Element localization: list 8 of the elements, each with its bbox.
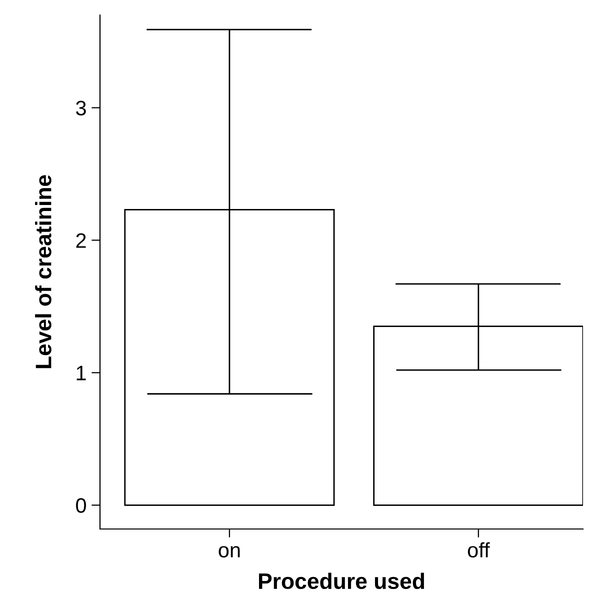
y-axis-title: Level of creatinine	[35, 175, 52, 368]
y-tick-label: 1	[76, 366, 86, 380]
y-tick-label: 0	[76, 498, 86, 513]
y-tick-label: 3	[76, 100, 86, 116]
x-tick-label: on	[218, 546, 240, 558]
x-axis-title: Procedure used	[259, 572, 424, 590]
x-tick-label: off	[468, 542, 490, 558]
y-tick-label: 2	[76, 233, 86, 248]
